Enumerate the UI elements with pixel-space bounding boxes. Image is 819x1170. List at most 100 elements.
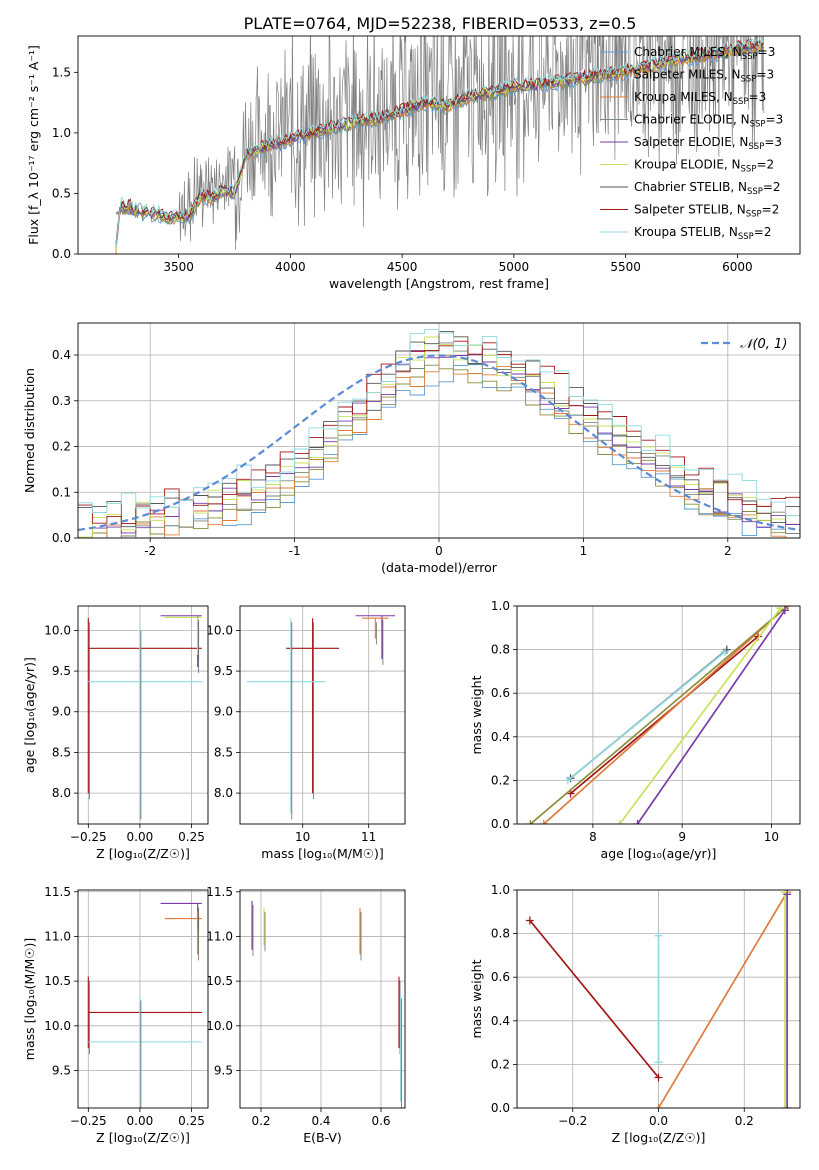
z_age-errorbar-salpeter-stelib — [87, 618, 202, 800]
spectrum-xlabel: wavelength [Angstrom, rest frame] — [329, 276, 549, 291]
spectrum-frame — [77, 35, 801, 255]
z_weight-marker — [783, 890, 792, 899]
residuals-xtick-label: 1 — [580, 544, 588, 558]
z_age-ytick-label: 10.0 — [44, 623, 71, 637]
z_mass-errorbar-kroupa-miles — [164, 911, 202, 961]
age_weight-marker — [721, 647, 730, 656]
ebv_mass-errorbar-salpeter-elodie — [251, 900, 254, 956]
z_weight-marker — [654, 931, 663, 940]
legend-entry-salpeter-miles: Salpeter MILES, NSSP=3 — [634, 68, 774, 85]
spectrum-xtick-label: 3500 — [163, 260, 194, 274]
z_mass-ytick-label: 10.5 — [44, 974, 71, 988]
legend-entry-chabrier-stelib: Chabrier STELIB, NSSP=2 — [634, 180, 781, 197]
mass_age-plot-area — [246, 615, 396, 820]
ebv_mass-ytick-label: 11.5 — [206, 885, 233, 899]
z_age-axes: −0.25 0.00 0.25 8.0 8.5 9.0 9.5 10.0 Z [log₁₀(Z/… — [22, 606, 208, 861]
age_weight-series-kroupa-elodie — [619, 607, 782, 824]
z_weight-xtick-label: 0.2 — [735, 1114, 754, 1128]
residuals-ylabel: Normed distribution — [22, 368, 37, 493]
z_mass-frame — [77, 889, 209, 1109]
ebv_mass-xtick-label: 0.2 — [251, 1114, 270, 1128]
spectrum-xtick-label: 6000 — [722, 260, 753, 274]
spectrum-ytick-label: 1.5 — [52, 65, 71, 79]
mass_age-xlabel: mass [log₁₀(M/M☉)] — [261, 846, 383, 861]
observed-spectrum-line — [115, 36, 765, 250]
z_mass-ytick-label: 9.5 — [52, 1063, 71, 1077]
z_weight-ytick-label: 0.8 — [491, 927, 510, 941]
residuals-xtick-label: 0 — [435, 544, 443, 558]
z_weight-marker — [654, 1073, 663, 1082]
z_weight-marker — [654, 1104, 663, 1108]
ebv_mass-errorbar-kroupa-miles — [359, 907, 362, 961]
z_mass-errorbar-kroupa-stelib — [88, 996, 202, 1108]
age_weight-series-salpeter-elodie — [636, 609, 786, 824]
residual-hist-chabrier-stelib — [78, 330, 800, 528]
z_age-ytick-label: 9.0 — [52, 705, 71, 719]
z_weight-ylabel: mass weight — [469, 959, 484, 1038]
ebv_mass-ytick-label: 10.0 — [206, 1019, 233, 1033]
mass_age-errorbar-kroupa-stelib — [246, 618, 326, 820]
age_weight-marker — [780, 606, 789, 615]
age_weight-series-salpeter-miles — [529, 606, 789, 824]
residuals-ytick-label: 0.3 — [52, 394, 71, 408]
ebv_mass-ytick-label: 10.5 — [206, 974, 233, 988]
residuals-ytick-label: 0.1 — [52, 485, 71, 499]
mass_age-errorbar-salpeter-elodie — [355, 615, 396, 665]
z_mass-ylabel: mass [log₁₀(M/M☉)] — [22, 938, 37, 1060]
ebv_mass-frame — [239, 889, 406, 1109]
age_weight-marker — [783, 606, 792, 610]
z_age-xtick-label: 0.25 — [178, 830, 205, 844]
legend-entry-chabrier-miles: Chabrier MILES, NSSP=3 — [634, 45, 775, 62]
mass_age-ytick-label: 9.5 — [214, 664, 233, 678]
ebv_mass-errorbar-kroupa-stelib — [399, 994, 402, 1108]
age_weight-xtick-label: 8 — [589, 830, 597, 844]
age_weight-series-kroupa-stelib — [567, 651, 726, 782]
ebv_mass-errorbar-kroupa-elodie — [263, 907, 266, 952]
z_mass-ytick-label: 10.0 — [44, 1019, 71, 1033]
residual-hist-salpeter-stelib — [78, 340, 800, 525]
residual-hist-kroupa-stelib — [78, 329, 800, 517]
ebv_mass-errorbar-salpeter-stelib — [398, 976, 401, 1055]
z_mass-xtick-label: 0.00 — [127, 1114, 154, 1128]
z_weight-ytick-label: 0.6 — [491, 970, 510, 984]
residuals-xtick-label: 2 — [724, 544, 732, 558]
z_age-xtick-label: 0.00 — [127, 830, 154, 844]
residuals-xtick-label: -1 — [289, 544, 301, 558]
age_weight-ytick-label: 0.4 — [491, 730, 510, 744]
mass_age-xtick-label: 11 — [361, 830, 376, 844]
model-spectrum-kroupa-stelib — [115, 37, 764, 248]
mass_age-ytick-label: 9.0 — [214, 705, 233, 719]
age_weight-ytick-label: 0.0 — [491, 817, 510, 831]
z_age-frame — [77, 605, 209, 825]
z_weight-series-kroupa-miles — [657, 891, 788, 1108]
age_weight-marker — [526, 820, 535, 824]
z_mass-plot-area — [87, 902, 202, 1108]
z_mass-xlabel: Z [log₁₀(Z/Z☉)] — [96, 1130, 190, 1145]
legend-entry-salpeter-stelib: Salpeter STELIB, NSSP=2 — [634, 203, 779, 220]
z_weight-marker — [525, 916, 534, 925]
spectrum-xtick-label: 5500 — [610, 260, 641, 274]
z_weight-ytick-label: 0.4 — [491, 1014, 510, 1028]
residuals-xtick-label: -2 — [144, 544, 156, 558]
z_weight-series-salpeter-stelib — [529, 919, 660, 1079]
mass_age-frame — [239, 605, 406, 825]
mass_age-errorbar-kroupa-miles — [362, 617, 389, 645]
residuals-xlabel: (data-model)/error — [381, 560, 498, 575]
legend-entry-kroupa-elodie: Kroupa ELODIE, NSSP=2 — [634, 158, 774, 175]
spectrum-ytick-label: 0.5 — [52, 186, 71, 200]
residual-hist-salpeter-elodie — [78, 350, 800, 538]
normal-distribution-curve — [78, 354, 800, 532]
ebv_mass-axes: 0.2 0.4 0.6 9.5 10.0 10.5 11.0 11.5 E(B-V) — [206, 885, 405, 1145]
mass_age-ytick-label: 10.0 — [206, 623, 233, 637]
mass_age-errorbar-salpeter-stelib — [286, 618, 339, 800]
ebv_mass-ytick-label: 9.5 — [214, 1063, 233, 1077]
z_weight-plot-area — [525, 890, 792, 1108]
age_weight-xlabel: age [log₁₀(age/yr)] — [601, 846, 717, 861]
spectrum-legend: Chabrier MILES, NSSP=3 Salpeter MILES, NS… — [600, 45, 783, 242]
z_weight-ytick-label: 1.0 — [491, 883, 510, 897]
age_weight-ytick-label: 0.8 — [491, 643, 510, 657]
z_mass-xtick-label: −0.25 — [70, 1114, 107, 1128]
legend-entry-chabrier-elodie: Chabrier ELODIE, NSSP=3 — [634, 113, 783, 130]
z_mass-ytick-label: 11.0 — [44, 929, 71, 943]
